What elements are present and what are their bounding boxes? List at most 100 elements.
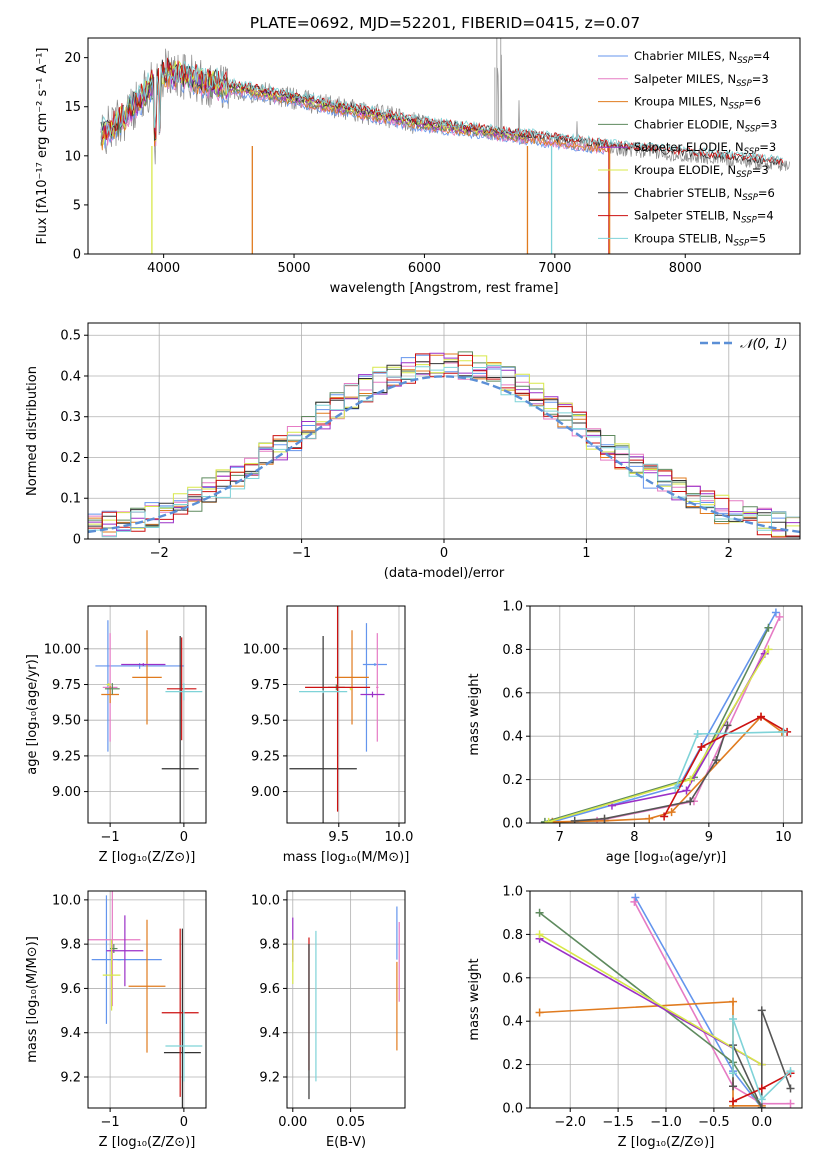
legend-label: Kroupa ELODIE, NSSP=3	[634, 163, 769, 180]
y-tick-label: 9.2	[60, 1071, 81, 1086]
y-tick-label: 0.1	[60, 492, 81, 507]
legend-subscript: SSP	[737, 56, 753, 66]
x-tick-label: −2.0	[554, 1115, 586, 1130]
errorbar-point-7	[163, 928, 201, 1108]
figure-title: PLATE=0692, MJD=52201, FIBERID=0415, z=0…	[250, 14, 640, 32]
x-tick-label: 0.00	[278, 1115, 307, 1130]
y-tick-label: 9.00	[52, 785, 81, 800]
y-tick-label: 0.3	[60, 410, 81, 425]
legend-item-8: Kroupa STELIB, NSSP=5	[598, 231, 766, 248]
y-tick-label: 10.0	[52, 893, 81, 908]
legend-subscript: SSP	[741, 216, 757, 226]
x-axis-label: wavelength [Angstrom, rest frame]	[330, 281, 559, 296]
x-axis-label: (data-model)/error	[384, 566, 505, 581]
legend-label: Salpeter MILES, NSSP=3	[634, 72, 769, 89]
data-point	[570, 816, 579, 823]
data-point	[645, 814, 654, 823]
chart-weight_vs_Z: −2.0 −1.5 −1.0 −0.5 0.0 0.0 0.2 0.4 0.6 0.8 1.0 Z […	[467, 885, 803, 1150]
legend-name: Kroupa MILES, N	[634, 95, 729, 109]
errorbar-point-5	[360, 691, 385, 698]
series-line	[539, 933, 763, 1066]
legend-value: =3	[760, 117, 777, 131]
data-point	[775, 612, 784, 621]
data-point	[535, 1008, 544, 1017]
data-point	[630, 897, 639, 906]
y-axis-label: Normed distribution	[25, 366, 40, 496]
y-tick-label: 0.8	[502, 643, 523, 658]
y-tick-label: 0	[73, 248, 81, 263]
data-point	[729, 1015, 738, 1024]
chart-weight_vs_age: 7 8 9 10 0.0 0.2 0.4 0.6 0.8 1.0 age [log₁₀(age/yr…	[467, 600, 803, 865]
y-tick-label: 0.0	[502, 817, 523, 832]
errorbar-point-6	[102, 939, 121, 1011]
plot-area	[95, 620, 203, 823]
x-tick-label: 5000	[277, 261, 310, 276]
data-point	[693, 730, 702, 739]
data-point	[729, 1097, 738, 1106]
x-axis-label: E(B-V)	[326, 1135, 366, 1150]
y-tick-label: 0.5	[60, 329, 81, 344]
x-axis-label: Z [log₁₀(Z/Z⊙)]	[99, 850, 196, 865]
series-6	[570, 721, 732, 823]
chart-residuals: 𝒩(0, 1) −2 −1 0 1 2 0 0.1 0.2 0.3 0.4 0.5 (data-mode…	[25, 322, 801, 581]
y-tick-label: 10.0	[251, 893, 280, 908]
data-point	[729, 997, 738, 1006]
y-axis-label: mass [log₁₀(M/M⊙)]	[25, 936, 40, 1063]
x-tick-label: 0.0	[751, 1115, 772, 1130]
data-point	[535, 908, 544, 917]
legend-subscript: SSP	[742, 193, 758, 203]
y-tick-label: 9.75	[251, 678, 280, 693]
legend-label: Chabrier STELIB, NSSP=6	[634, 186, 775, 203]
y-tick-label: 0.4	[60, 369, 81, 384]
y-tick-label: 0.2	[60, 451, 81, 466]
y-tick-label: 9.75	[52, 678, 81, 693]
plot-area	[540, 608, 792, 823]
legend-subscript: SSP	[745, 124, 761, 134]
legend-label: Salpeter ELODIE, NSSP=3	[634, 140, 776, 157]
legend-item-4: Salpeter ELODIE, NSSP=3	[598, 140, 776, 157]
x-tick-label: 1	[582, 546, 590, 561]
series-2	[548, 712, 786, 823]
x-tick-label: 0.05	[336, 1115, 365, 1130]
y-tick-label: 9.50	[251, 714, 280, 729]
y-axis-label: mass weight	[467, 673, 482, 755]
data-point	[697, 743, 706, 752]
errorbar-point-5	[106, 915, 144, 987]
series-line	[732, 1018, 792, 1101]
y-tick-label: 0.6	[502, 686, 523, 701]
data-point	[757, 1104, 766, 1108]
y-tick-label: 9.4	[259, 1026, 280, 1041]
legend-value: =3	[759, 140, 776, 154]
errorbar-point-1	[362, 663, 387, 666]
plot-area	[88, 351, 800, 539]
legend-name: Chabrier MILES, N	[634, 49, 737, 63]
errorbar-point-2	[88, 891, 141, 1007]
errorbar-point-3	[335, 630, 369, 725]
x-tick-label: −0.5	[698, 1115, 730, 1130]
histogram-5	[88, 355, 800, 539]
plot-area	[292, 906, 400, 1100]
legend-name: Kroupa STELIB, N	[634, 231, 734, 245]
legend-value: =4	[757, 209, 774, 223]
x-tick-label: 7	[556, 830, 564, 845]
series-8	[671, 727, 788, 793]
y-tick-label: 10.00	[243, 642, 280, 657]
y-tick-label: 1.0	[502, 885, 523, 900]
errorbar-point-8	[161, 635, 199, 823]
data-point	[600, 814, 609, 823]
errorbar-point-8	[305, 606, 371, 812]
y-tick-label: 10.00	[44, 642, 81, 657]
legend-name: Salpeter ELODIE, N	[634, 140, 744, 154]
y-axis-label: mass weight	[467, 958, 482, 1040]
x-tick-label: 8000	[669, 261, 702, 276]
legend-item-2: Kroupa MILES, NSSP=6	[598, 95, 761, 112]
y-tick-label: 10	[64, 149, 81, 164]
data-point	[771, 608, 780, 617]
y-tick-label: 0	[73, 533, 81, 548]
x-tick-label: −1	[101, 1115, 120, 1130]
errorbar-point-8	[161, 928, 199, 1097]
data-point	[729, 1069, 738, 1078]
y-tick-label: 0.2	[502, 1058, 523, 1073]
data-point	[764, 623, 773, 632]
errorbar-point-3	[132, 630, 162, 725]
